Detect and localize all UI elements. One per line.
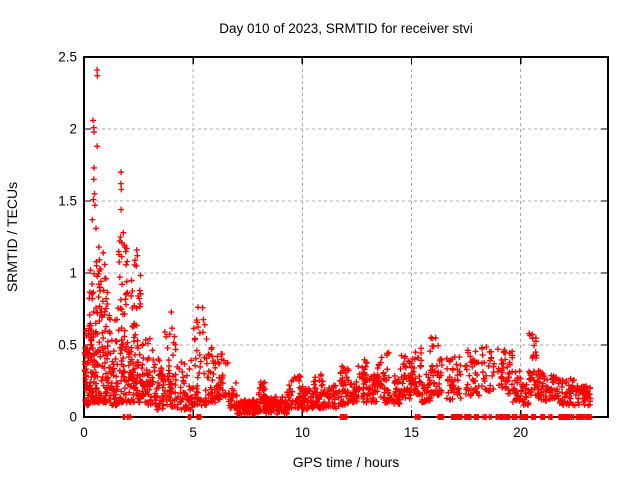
data-points — [81, 67, 595, 420]
chart-title: Day 010 of 2023, SRMTID for receiver stv… — [219, 21, 473, 36]
y-axis-label: SRMTID / TECUs — [4, 182, 20, 292]
plot-border — [83, 56, 609, 418]
y-tick-labels: 0 0.5 1 1.5 2 2.5 — [58, 50, 77, 425]
x-tick-label: 10 — [295, 425, 310, 440]
x-tick-label: 0 — [80, 425, 88, 440]
x-tick-label: 15 — [404, 425, 419, 440]
axis-ticks — [83, 56, 608, 418]
y-tick-label: 1.5 — [58, 194, 77, 209]
x-tick-label: 5 — [189, 425, 197, 440]
x-tick-label: 20 — [513, 425, 528, 440]
grid-lines — [84, 57, 608, 417]
y-tick-label: 1 — [69, 266, 77, 281]
x-tick-labels: 0 5 10 15 20 — [80, 425, 528, 440]
y-tick-label: 0 — [69, 410, 77, 425]
y-tick-label: 0.5 — [58, 338, 77, 353]
y-tick-label: 2.5 — [58, 50, 77, 65]
y-tick-label: 2 — [69, 122, 77, 137]
x-axis-label: GPS time / hours — [293, 454, 400, 470]
